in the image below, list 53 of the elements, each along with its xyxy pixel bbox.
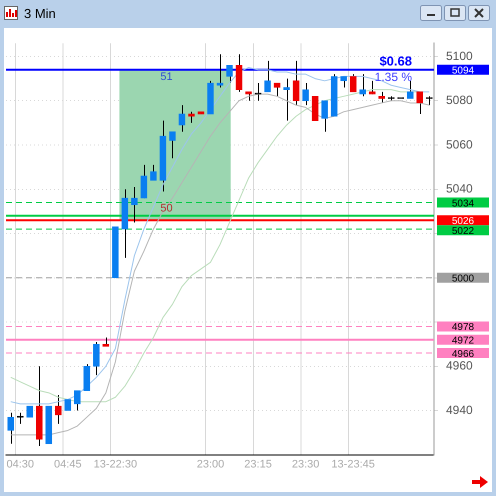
candlestick: [216, 54, 224, 88]
annotation: $0.68: [379, 53, 412, 68]
candlestick: [302, 82, 309, 106]
x-tick-label: 23:30: [292, 458, 320, 470]
candlestick: [131, 186, 138, 223]
candlestick: [350, 74, 356, 92]
candlestick: [378, 91, 386, 104]
ref-line-label: 4978: [452, 322, 475, 334]
ref-line-label: 5094: [452, 66, 475, 77]
candlestick: [359, 74, 366, 97]
y-tick-label: 5080: [446, 93, 474, 108]
x-tick-label: 23:15: [244, 458, 272, 470]
ref-line-label: 4972: [452, 335, 475, 346]
annotation: 51: [160, 70, 173, 83]
y-tick-label: 5060: [446, 137, 474, 152]
ref-line-label: 5000: [452, 274, 475, 285]
annotation: 50: [160, 202, 173, 214]
candlestick: [84, 364, 90, 392]
annotation: 1.35 %: [374, 70, 412, 84]
candlestick: [169, 131, 176, 159]
candlestick: [368, 80, 376, 95]
y-tick-label: 4940: [446, 402, 474, 417]
candlestick: [93, 341, 100, 376]
candlestick: [274, 82, 280, 97]
ref-line-label: 5034: [452, 198, 475, 210]
candlestick: [292, 60, 300, 106]
candlestick: [54, 394, 62, 424]
x-tick-label: 13-22:30: [94, 458, 138, 470]
x-tick-label: 13-23:45: [331, 458, 375, 470]
candlestick: [283, 78, 290, 122]
candlestick: [406, 80, 414, 100]
candlestick: [188, 111, 195, 124]
candlestick: [321, 100, 328, 132]
candlestick: [226, 64, 233, 84]
ref-line-label: 5022: [452, 226, 475, 237]
x-tick-label: 23:00: [196, 458, 224, 470]
candlestick: [7, 412, 14, 444]
candlestick: [74, 390, 81, 412]
candlestick: [236, 54, 242, 92]
ref-line-label: 4966: [452, 348, 475, 360]
candlestick: [416, 91, 424, 115]
y-tick-label: 5100: [446, 48, 474, 63]
y-tick-label: 5040: [446, 182, 474, 196]
candlestick: [178, 104, 186, 132]
candlestick: [140, 164, 148, 199]
candlestick: [26, 406, 34, 418]
chart-title: 3 Min: [24, 6, 56, 20]
ref-line-label: 5026: [452, 216, 475, 227]
candlestick: [150, 164, 157, 181]
y-tick-label: 4960: [446, 358, 474, 373]
x-tick-label: 04:45: [54, 458, 82, 470]
x-tick-label: 04:30: [6, 458, 34, 470]
candlestick: [264, 60, 271, 92]
